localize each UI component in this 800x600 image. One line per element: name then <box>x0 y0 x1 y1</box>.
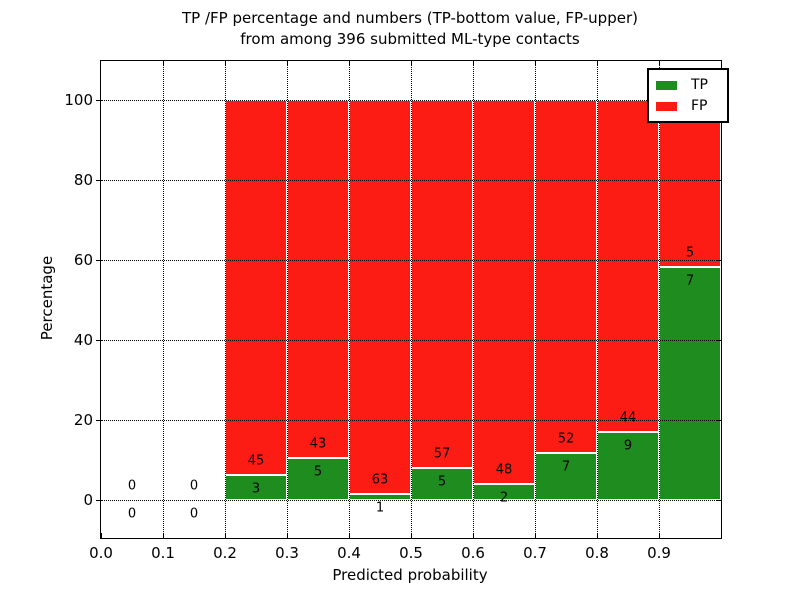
x-tick-label: 0.2 <box>213 544 237 562</box>
bar-count-label-tp: 5 <box>437 474 447 490</box>
grid-v-line <box>597 61 598 538</box>
bar-segment-tp <box>411 467 473 500</box>
grid-v-line <box>411 61 412 538</box>
bar-count-label-fp: 57 <box>433 446 451 462</box>
grid-v-line <box>287 61 288 538</box>
x-tick-top <box>410 61 412 66</box>
x-tick <box>162 533 164 538</box>
grid-v-line <box>659 61 660 538</box>
bar-segment-fp <box>535 100 597 453</box>
chart-title-line2: from among 396 submitted ML-type contact… <box>240 30 580 48</box>
grid-v-line <box>473 61 474 538</box>
x-tick-label: 0.3 <box>275 544 299 562</box>
y-tick <box>96 179 100 181</box>
x-tick <box>224 533 226 538</box>
bar-segment-fp <box>659 100 721 267</box>
y-tick-label: 40 <box>73 331 93 349</box>
bar-count-label-fp: 5 <box>685 245 695 261</box>
bar-count-label-fp: 0 <box>189 478 199 494</box>
x-tick <box>348 533 350 538</box>
x-tick <box>100 533 102 538</box>
y-tick-label: 100 <box>64 91 93 109</box>
bar-count-label-tp: 7 <box>561 459 571 475</box>
x-tick-top <box>534 61 536 66</box>
bar-segment-fp <box>349 100 411 494</box>
bar-count-label-fp: 48 <box>495 462 513 478</box>
x-tick-label: 0.8 <box>585 544 609 562</box>
x-tick-top <box>286 61 288 66</box>
bar-count-label-tp: 0 <box>189 506 199 522</box>
bar-count-label-fp: 45 <box>247 453 265 469</box>
bar-segment-fp <box>225 100 287 475</box>
x-tick <box>596 533 598 538</box>
bar-segment-tp <box>659 266 721 500</box>
y-tick-right <box>717 179 721 181</box>
y-tick <box>96 259 100 261</box>
y-tick <box>96 339 100 341</box>
y-tick-label: 60 <box>73 251 93 269</box>
legend-item-fp: FP <box>656 96 720 117</box>
x-tick-label: 0.4 <box>337 544 361 562</box>
bar-count-label-tp: 3 <box>251 481 261 497</box>
grid-v-line <box>225 61 226 538</box>
y-tick-label: 0 <box>83 491 93 509</box>
x-tick-top <box>596 61 598 66</box>
x-tick <box>410 533 412 538</box>
y-tick-label: 20 <box>73 411 93 429</box>
x-tick <box>534 533 536 538</box>
bar-count-label-fp: 44 <box>619 410 637 426</box>
x-tick-label: 0.9 <box>647 544 671 562</box>
y-tick-right <box>717 259 721 261</box>
y-tick-right <box>717 419 721 421</box>
plot-area: TP FP 0 0 0 0 45 3 43 5 63 1 57 5 48 2 52 7 44 9 5 7 0.0 0.1 0… <box>64 60 729 562</box>
bar-segment-tp <box>225 475 287 500</box>
grid-v-line <box>163 61 164 538</box>
bar-count-label-tp: 2 <box>499 490 509 506</box>
x-tick <box>472 533 474 538</box>
bar-count-label-tp: 9 <box>623 438 633 454</box>
legend-label-tp: TP <box>691 77 708 93</box>
y-tick <box>96 419 100 421</box>
x-tick-label: 0.1 <box>151 544 175 562</box>
y-tick-label: 80 <box>73 171 93 189</box>
bar-count-label-tp: 5 <box>313 464 323 480</box>
x-tick-label: 0.5 <box>399 544 423 562</box>
legend-label-fp: FP <box>691 98 708 114</box>
legend-swatch-tp <box>656 81 677 90</box>
bar-count-label-fp: 43 <box>309 436 327 452</box>
x-tick-label: 0.7 <box>523 544 547 562</box>
bar-count-label-tp: 0 <box>127 506 137 522</box>
x-tick-top <box>224 61 226 66</box>
bar-count-label-tp: 7 <box>685 273 695 289</box>
legend-swatch-fp <box>656 102 677 111</box>
bar-segment-fp <box>473 100 535 484</box>
x-tick-top <box>162 61 164 66</box>
bar-segment-tp <box>287 458 349 500</box>
bar-count-label-fp: 0 <box>127 478 137 494</box>
x-tick-top <box>348 61 350 66</box>
bar-count-label-tp: 1 <box>375 500 385 516</box>
grid-v-line <box>349 61 350 538</box>
bar-segment-fp <box>411 100 473 468</box>
legend-item-tp: TP <box>656 75 720 96</box>
bar-segment-fp <box>597 100 659 433</box>
x-tick-top <box>472 61 474 66</box>
x-tick-label: 0.0 <box>89 544 113 562</box>
legend-box: TP FP <box>647 68 729 123</box>
x-tick-top <box>658 61 660 66</box>
grid-v-line <box>535 61 536 538</box>
bar-segment-fp <box>287 100 349 459</box>
y-tick-right <box>717 339 721 341</box>
bar-count-label-fp: 52 <box>557 431 575 447</box>
x-tick-label: 0.6 <box>461 544 485 562</box>
y-tick <box>96 99 100 101</box>
y-tick-right <box>717 499 721 501</box>
x-tick <box>658 533 660 538</box>
chart-title-line1: TP /FP percentage and numbers (TP-bottom… <box>182 9 638 27</box>
bar-count-label-fp: 63 <box>371 472 389 488</box>
y-tick <box>96 499 100 501</box>
x-tick <box>286 533 288 538</box>
x-axis-label: Predicted probability <box>332 566 488 584</box>
